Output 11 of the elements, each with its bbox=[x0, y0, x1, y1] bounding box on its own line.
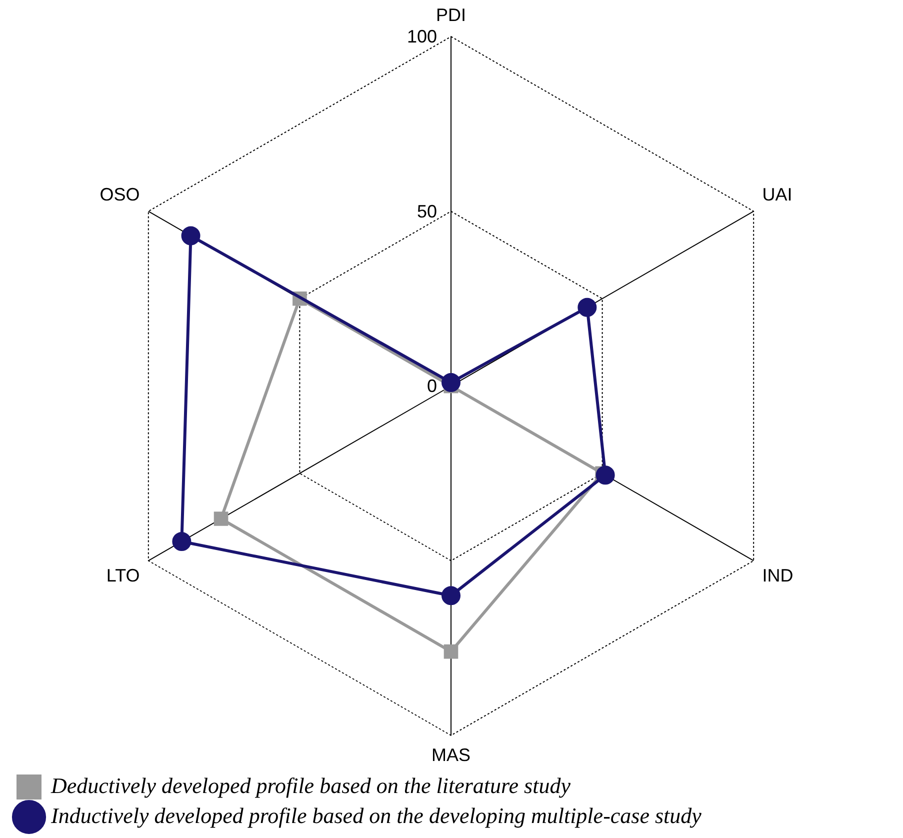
legend-label: Deductively developed profile based on the literature study bbox=[50, 772, 571, 798]
y-tick-label: 100 bbox=[406, 26, 437, 47]
y-tick-label: 50 bbox=[416, 201, 437, 222]
spoke-label: IND bbox=[762, 565, 794, 586]
spoke-label: LTO bbox=[106, 565, 140, 586]
y-tick-label: 0 bbox=[426, 376, 437, 396]
spoke-label: OSO bbox=[100, 184, 140, 204]
spoke-label: MAS bbox=[431, 745, 471, 766]
spoke-label: UAI bbox=[762, 184, 792, 204]
legend-label: Inductively developed profile based on the developing multiple-case study bbox=[50, 802, 702, 828]
spoke-label: PDI bbox=[436, 4, 466, 25]
